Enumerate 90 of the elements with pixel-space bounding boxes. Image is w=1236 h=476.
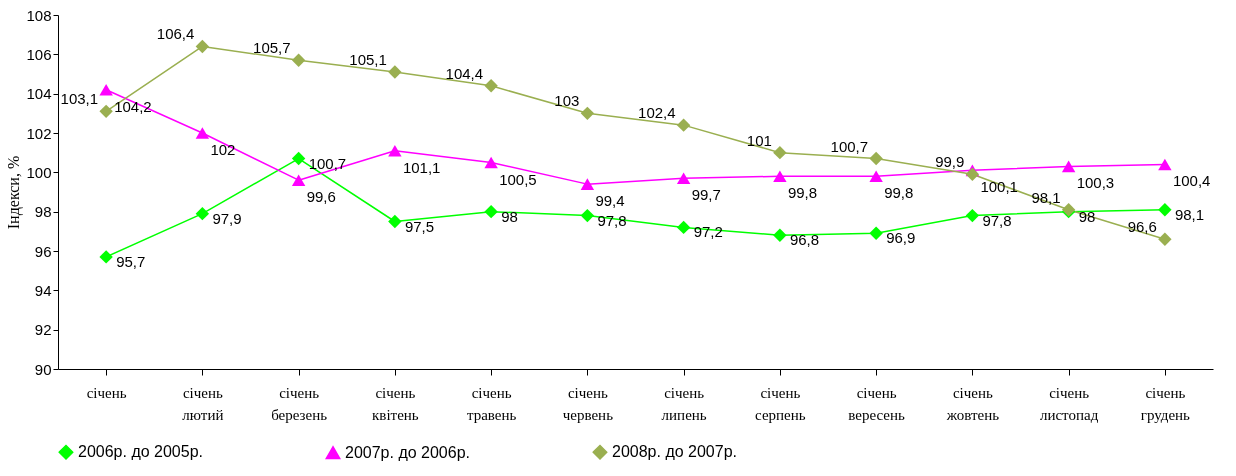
data-label: 103 [554, 92, 580, 110]
point [291, 151, 306, 166]
x-tick-label: січень червень [562, 384, 614, 423]
point [388, 65, 402, 79]
data-label: 102,4 [638, 104, 676, 122]
point [580, 106, 595, 121]
data-label: 106,4 [156, 25, 195, 43]
data-label: 105,1 [349, 51, 387, 69]
point [965, 167, 980, 182]
y-tick-label: 96 [34, 242, 52, 260]
point [676, 220, 691, 235]
data-label: 100,5 [499, 170, 537, 188]
y-tick-label: 100 [26, 163, 52, 181]
data-label: 95,7 [116, 252, 146, 270]
y-axis-title: Індекси, % [5, 155, 24, 230]
x-tick-label: січень [86, 384, 127, 401]
data-label: 97,5 [404, 217, 435, 235]
x-tick-label: січень жовтень [945, 384, 1000, 423]
data-label: 99,9 [935, 153, 965, 171]
x-tick-label: січень травень [466, 384, 517, 423]
point [195, 206, 210, 221]
x-tick-label: січень серпень [755, 384, 806, 423]
legend-label: 2007р. до 2006р. [345, 443, 470, 461]
legend-label: 2006р. до 2005р. [78, 443, 203, 461]
point [195, 39, 210, 54]
data-label: 100,4 [1172, 172, 1211, 190]
data-label: 97,9 [212, 209, 242, 227]
y-tick-label: 98 [34, 203, 52, 221]
point [773, 145, 787, 160]
y-tick-label: 106 [26, 45, 52, 63]
point [99, 83, 113, 96]
data-label: 100,7 [830, 137, 869, 155]
point [773, 170, 787, 183]
point [965, 208, 980, 223]
y-tick-label: 94 [34, 281, 52, 299]
data-label: 99,4 [595, 192, 625, 210]
point [388, 144, 402, 157]
point [1061, 160, 1076, 173]
y-tick-label: 92 [34, 321, 52, 339]
data-label: 98,1 [1031, 188, 1061, 206]
point [773, 228, 787, 242]
data-label: 105,7 [253, 39, 291, 57]
data-label: 99,8 [884, 184, 914, 202]
point [99, 250, 113, 264]
point [291, 53, 306, 67]
legend-label: 2008р. до 2007р. [612, 443, 737, 461]
data-label: 96,9 [886, 229, 916, 247]
y-tick-label: 90 [34, 360, 52, 378]
data-label: 101 [746, 131, 772, 149]
point [1158, 202, 1172, 217]
point [580, 178, 595, 190]
data-label: 99,8 [787, 184, 818, 202]
point [1158, 232, 1172, 246]
data-label: 104,4 [445, 64, 484, 82]
point [484, 79, 498, 93]
y-tick-label: 102 [26, 124, 52, 142]
data-label: 98 [501, 207, 518, 225]
data-label: 99,6 [306, 188, 336, 206]
x-tick-label: січень березень [271, 384, 328, 423]
y-tick-label: 108 [26, 6, 52, 24]
point [484, 156, 498, 169]
data-label: 99,7 [691, 186, 721, 204]
x-tick-label: січень лютий [182, 384, 224, 423]
point [195, 127, 210, 139]
data-label: 100,3 [1076, 174, 1115, 192]
point [869, 151, 883, 166]
data-label: 97,8 [982, 211, 1012, 229]
data-label: 96,6 [1127, 218, 1157, 236]
point [676, 172, 691, 185]
point [580, 208, 595, 223]
x-tick-label: січень листопад [1039, 384, 1099, 423]
data-label: 100,7 [308, 154, 347, 172]
data-label: 96,8 [789, 231, 820, 249]
x-tick-label: січень квітень [372, 384, 419, 423]
x-tick-label: січень грудень [1140, 384, 1191, 423]
data-label: 102 [210, 141, 236, 158]
point [291, 174, 306, 187]
point [99, 104, 113, 119]
x-tick-label: січень липень [661, 384, 707, 423]
y-tick-label: 104 [26, 85, 52, 103]
data-label: 101,1 [402, 158, 441, 176]
data-label: 103,1 [60, 90, 99, 108]
point [1158, 158, 1172, 171]
point [869, 226, 883, 241]
data-label: 98,1 [1174, 205, 1205, 223]
point [676, 118, 691, 132]
point [869, 170, 883, 183]
point [484, 204, 498, 219]
point [388, 214, 402, 229]
x-tick-label: січень вересень [848, 384, 906, 423]
